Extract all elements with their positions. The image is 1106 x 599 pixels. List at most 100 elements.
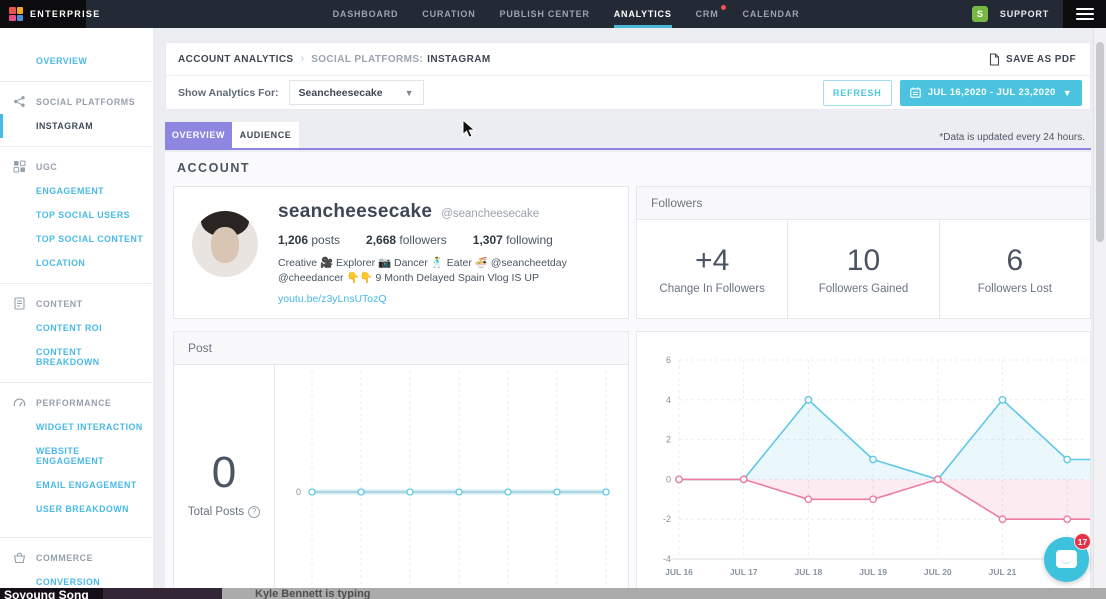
account-section-title: ACCOUNT: [177, 161, 250, 175]
caption-participant-name: Soyoung Song: [0, 588, 222, 599]
stat-change-in-followers: +4 Change In Followers: [637, 220, 787, 319]
profile-avatar: [192, 211, 258, 277]
account-stats-row: 1,206 posts2,668 followers1,307 followin…: [278, 233, 618, 247]
sidebar-item-top-social-users[interactable]: TOP SOCIAL USERS: [0, 203, 153, 227]
post-card-title: Post: [188, 341, 212, 355]
nav-item-publish-center[interactable]: PUBLISH CENTER: [500, 0, 590, 28]
tab-audience[interactable]: AUDIENCE: [232, 122, 299, 148]
post-card: Post 0 Total Posts ? 0: [173, 331, 629, 599]
tab-overview[interactable]: OVERVIEW: [165, 122, 232, 148]
show-analytics-for-label: Show Analytics For:: [178, 87, 279, 99]
svg-text:JUL 17: JUL 17: [730, 567, 758, 577]
sidebar-item-content-roi[interactable]: CONTENT ROI: [0, 316, 153, 340]
svg-text:-2: -2: [663, 514, 671, 524]
nav-item-analytics[interactable]: ANALYTICS: [614, 0, 672, 28]
account-stat-following: 1,307 following: [473, 233, 553, 247]
svg-text:JUL 20: JUL 20: [924, 567, 952, 577]
breadcrumb: ACCOUNT ANALYTICS › SOCIAL PLATFORMS: IN…: [178, 53, 491, 65]
nav-item-curation[interactable]: CURATION: [422, 0, 475, 28]
hamburger-menu-icon[interactable]: [1063, 0, 1106, 28]
followers-card-title: Followers: [651, 196, 702, 210]
chevron-down-icon: ▼: [1063, 88, 1072, 98]
save-as-pdf-button[interactable]: SAVE AS PDF: [989, 53, 1076, 66]
main-content: ACCOUNT ANALYTICS › SOCIAL PLATFORMS: IN…: [165, 28, 1093, 599]
stat-value: +4: [695, 244, 729, 278]
sidebar-item-top-social-content[interactable]: TOP SOCIAL CONTENT: [0, 227, 153, 251]
overview-tab-content: ACCOUNT seancheesecake @seancheesecake 1,…: [165, 152, 1091, 599]
breadcrumb-account-analytics[interactable]: ACCOUNT ANALYTICS: [178, 54, 294, 65]
support-link[interactable]: SUPPORT: [1000, 9, 1049, 19]
chat-icon: [1056, 550, 1077, 568]
stat-label: Followers Lost: [978, 283, 1052, 295]
nav-item-crm[interactable]: CRM: [696, 0, 719, 28]
account-handle: @seancheesecake: [441, 208, 539, 220]
caption-typing-indicator: Kyle Bennett is typing: [222, 588, 1106, 599]
stat-value: 10: [847, 244, 880, 278]
sidebar-section-content: CONTENTCONTENT ROICONTENT BREAKDOWN: [0, 283, 153, 382]
svg-text:0: 0: [296, 487, 301, 497]
mouse-cursor: [462, 119, 476, 139]
stat-label: Change In Followers: [659, 283, 764, 295]
svg-text:6: 6: [666, 355, 671, 365]
user-badge[interactable]: S: [972, 6, 988, 22]
stat-followers-gained: 10 Followers Gained: [787, 220, 938, 319]
sidebar: OVERVIEWSOCIAL PLATFORMSINSTAGRAMUGCENGA…: [0, 28, 153, 599]
breadcrumb-platform-value: INSTAGRAM: [427, 54, 490, 65]
scrollbar-thumb[interactable]: [1096, 42, 1104, 242]
sidebar-item-instagram[interactable]: INSTAGRAM: [0, 114, 153, 138]
breadcrumb-separator-icon: ›: [301, 53, 305, 65]
nav-item-calendar[interactable]: CALENDAR: [743, 0, 800, 28]
gauge-icon: [13, 396, 26, 409]
account-selector-dropdown[interactable]: Seancheesecake ▼: [289, 80, 424, 105]
top-nav: ENTERPRISE DASHBOARD CURATION PUBLISH CENT…: [0, 0, 1106, 28]
sidebar-header-commerce: COMMERCE: [0, 546, 153, 570]
pdf-document-icon: [989, 53, 1000, 66]
svg-text:4: 4: [666, 395, 671, 405]
sidebar-header-ugc: UGC: [0, 155, 153, 179]
sidebar-section-performance: PERFORMANCEWIDGET INTERACTIONWEBSITE ENG…: [0, 382, 153, 529]
svg-text:JUL 16: JUL 16: [665, 567, 693, 577]
svg-text:0: 0: [666, 474, 671, 484]
account-card: seancheesecake @seancheesecake 1,206 post…: [173, 186, 629, 319]
sidebar-section-social-platforms: SOCIAL PLATFORMSINSTAGRAM: [0, 81, 153, 146]
chat-widget-button[interactable]: 17: [1044, 537, 1089, 582]
sidebar-item-user-breakdown[interactable]: USER BREAKDOWN: [0, 497, 153, 521]
enterprise-logo-icon: [9, 7, 23, 21]
help-icon[interactable]: ?: [248, 506, 260, 518]
sidebar-section-ugc: UGCENGAGEMENTTOP SOCIAL USERSTOP SOCIAL …: [0, 146, 153, 283]
sidebar-item-engagement[interactable]: ENGAGEMENT: [0, 179, 153, 203]
sidebar-item-widget-interaction[interactable]: WIDGET INTERACTION: [0, 415, 153, 439]
refresh-button[interactable]: REFRESH: [823, 80, 892, 106]
sidebar-section-top: OVERVIEW: [0, 41, 153, 81]
account-bio-link[interactable]: youtu.be/z3yLnsUTozQ: [278, 293, 387, 305]
toolbar-card: ACCOUNT ANALYTICS › SOCIAL PLATFORMS: IN…: [165, 42, 1091, 110]
account-bio: Creative 🎥 Explorer 📷 Dancer 🕺 Eater 🍜 @…: [278, 256, 618, 286]
sidebar-item-overview[interactable]: OVERVIEW: [0, 49, 153, 73]
stat-value: 6: [1006, 244, 1023, 278]
account-username: seancheesecake: [278, 201, 432, 222]
nav-item-dashboard[interactable]: DASHBOARD: [333, 0, 399, 28]
date-range-picker[interactable]: JUL 16,2020 - JUL 23,2020 ▼: [900, 80, 1082, 106]
share-icon: [13, 95, 26, 108]
page-scrollbar[interactable]: [1093, 28, 1106, 599]
account-stat-posts: 1,206 posts: [278, 233, 340, 247]
chat-unread-badge: 17: [1074, 533, 1091, 550]
calendar-icon: [910, 87, 921, 98]
ugc-grid-icon: [13, 160, 26, 173]
sidebar-item-email-engagement[interactable]: EMAIL ENGAGEMENT: [0, 473, 153, 497]
svg-text:JUL 19: JUL 19: [859, 567, 887, 577]
sidebar-item-website-engagement[interactable]: WEBSITE ENGAGEMENT: [0, 439, 153, 473]
sidebar-item-location[interactable]: LOCATION: [0, 251, 153, 275]
svg-text:2: 2: [666, 435, 671, 445]
total-posts-value: 0: [212, 448, 236, 498]
stat-label: Followers Gained: [819, 283, 908, 295]
sidebar-item-content-breakdown[interactable]: CONTENT BREAKDOWN: [0, 340, 153, 374]
breadcrumb-platform-label: SOCIAL PLATFORMS:: [311, 54, 423, 65]
sidebar-header-performance: PERFORMANCE: [0, 391, 153, 415]
sidebar-header-social-platforms: SOCIAL PLATFORMS: [0, 90, 153, 114]
total-posts-label: Total Posts: [188, 506, 244, 518]
document-icon: [13, 297, 26, 310]
brand[interactable]: ENTERPRISE: [0, 0, 86, 28]
primary-nav: DASHBOARD CURATION PUBLISH CENTER ANALYTICS…: [333, 0, 800, 28]
data-update-note: *Data is updated every 24 hours.: [939, 132, 1091, 148]
